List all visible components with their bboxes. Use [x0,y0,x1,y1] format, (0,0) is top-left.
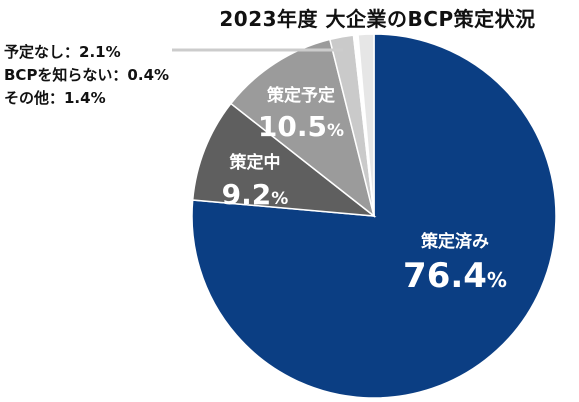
outside-slice-label: BCPを知らない：0.4% [4,66,169,84]
slice-value: 10.5% [258,110,344,143]
outside-slice-label: その他：1.4% [4,89,106,107]
pie-slice-6 [357,33,375,217]
pie-slice-3 [229,38,376,218]
outside-slice-label: 予定なし：2.1% [4,43,121,61]
slice-label: 策定中 [230,152,281,173]
pie-slice-2 [191,102,377,217]
slice-label: 策定予定 [267,85,335,106]
slice-label: 策定済み [421,231,489,252]
slice-value: 9.2% [222,178,289,211]
chart-title: 2023年度 大企業のBCP策定状況 [219,7,536,31]
slice-value: 76.4% [403,256,507,296]
